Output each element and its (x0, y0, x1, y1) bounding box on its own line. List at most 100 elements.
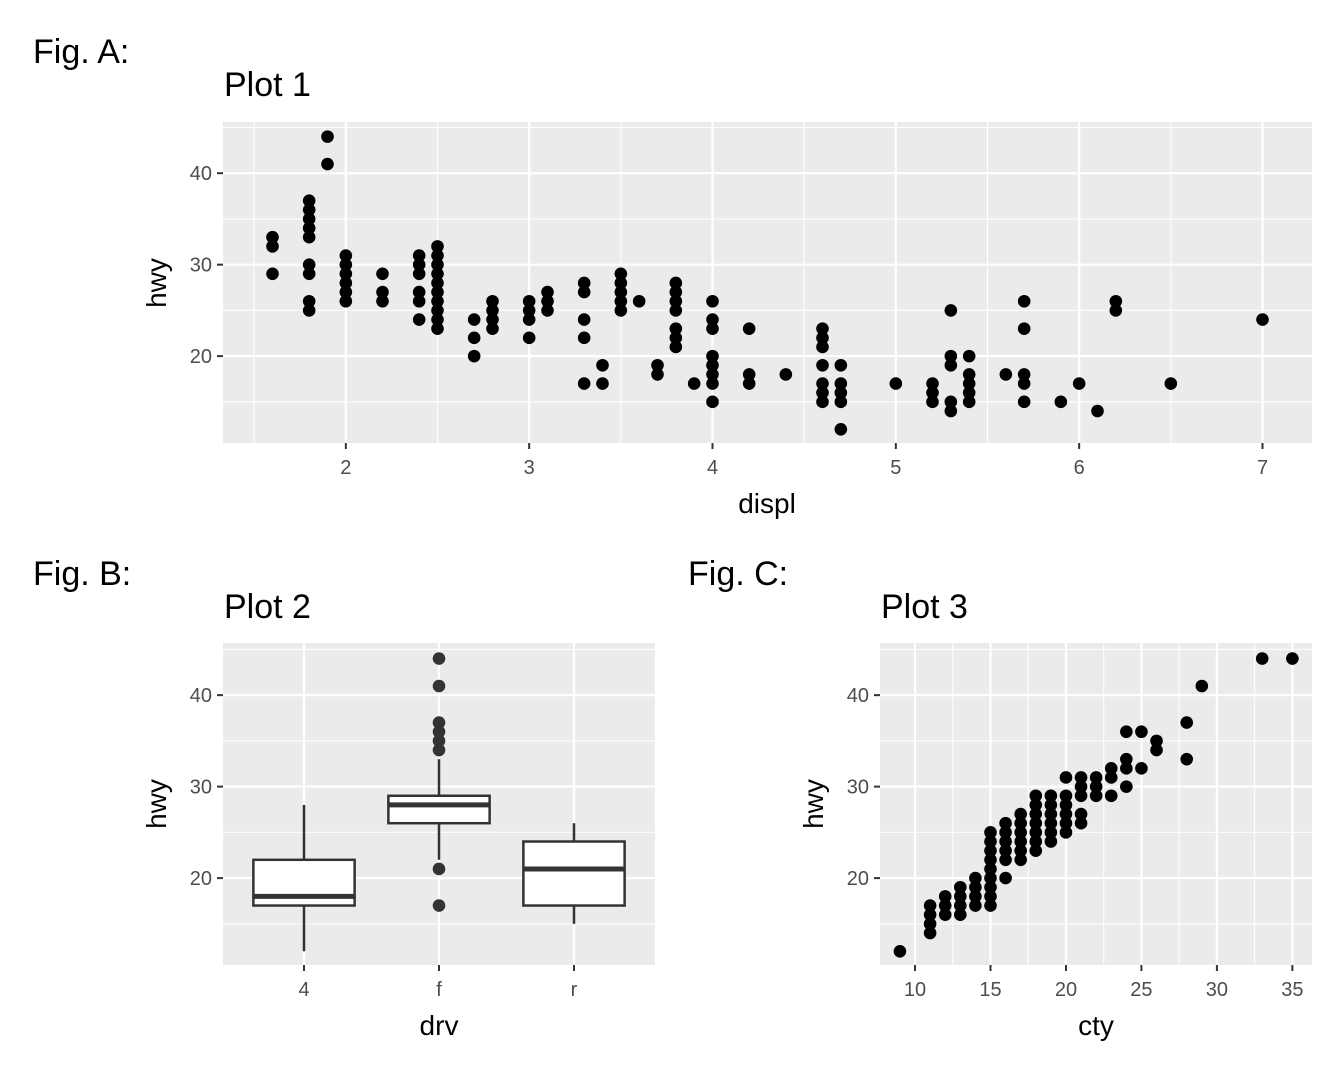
plot1-point (1072, 377, 1086, 390)
fig-c-label: Fig. C: (688, 555, 788, 593)
plot3-point (1044, 798, 1058, 812)
plot1-point (834, 377, 848, 390)
plot1-point (541, 285, 554, 299)
plot3-tick-label-x: 10 (904, 979, 926, 1001)
plot2-tick-label-y: 40 (190, 685, 212, 707)
plot1-point (339, 267, 353, 281)
plot1-point (266, 230, 279, 244)
plot1-point (486, 322, 499, 335)
plot3-point (923, 908, 937, 921)
plot1-point (706, 322, 719, 335)
plot1-point (302, 267, 316, 281)
plot2-outlier (432, 652, 446, 665)
plot1-point (522, 304, 536, 317)
plot1-panel: 20 30 40 2 3 4 5 6 7 (190, 122, 1312, 479)
plot3-tick-label-y: 30 (847, 777, 869, 799)
plot3-point (1180, 752, 1194, 766)
plot1-point (706, 377, 719, 390)
plot1-point (412, 313, 426, 326)
plot2-outlier (432, 725, 446, 739)
plot1-point (321, 130, 334, 143)
plot3-point (923, 926, 937, 940)
plot1-point (431, 294, 444, 308)
plot3-point (1014, 835, 1027, 848)
plot1-point (376, 285, 389, 299)
plot1-point (706, 395, 719, 409)
plot1-point (577, 285, 591, 299)
plot1-point (962, 386, 976, 400)
plot1-point (944, 395, 958, 409)
plot3-point (984, 844, 997, 857)
plot3-point (1029, 789, 1043, 803)
plot1-point (742, 368, 756, 381)
plot1-point (706, 349, 719, 363)
plot3-panel: 20 30 40 10 15 20 25 30 35 (847, 643, 1312, 1001)
plot3-point (1104, 762, 1118, 775)
plot2-panel: 20 30 40 4 f r (190, 643, 655, 1001)
plot3-point (923, 899, 937, 912)
plot3-point (1074, 807, 1088, 821)
plot1-point (834, 422, 848, 436)
plot3-point (954, 899, 967, 912)
plot1-point (431, 285, 444, 299)
plot1-point (339, 249, 353, 262)
plot1-point (339, 294, 353, 308)
plot1-point (321, 157, 334, 171)
plot3-point (893, 944, 907, 958)
plot1-point (522, 313, 536, 326)
plot1-point (577, 331, 591, 345)
plot1-point (1164, 377, 1178, 390)
plot1-point (412, 285, 426, 299)
plot1-point (302, 230, 316, 244)
plot1-point (376, 294, 389, 308)
plot3-point (1255, 652, 1269, 665)
plot1-point (962, 349, 976, 363)
plot1-point (431, 249, 444, 262)
plot3-point (1059, 807, 1073, 821)
plot3-point (1150, 734, 1163, 748)
plot1-point (779, 368, 793, 381)
plot2-tick-label-y: 30 (190, 777, 212, 799)
plot1-tick-label-y: 30 (190, 255, 212, 277)
plot3-point (999, 816, 1012, 830)
plot3-point (984, 890, 997, 903)
plot3-point (938, 908, 952, 921)
plot1-xlabel: displ (738, 488, 796, 519)
plot1-point (651, 368, 664, 381)
plot3-point (1120, 780, 1133, 793)
plot2-outlier (432, 743, 446, 757)
plot1-point (816, 340, 829, 354)
plot1-point (596, 358, 609, 372)
plot3-point (1074, 816, 1088, 830)
plot3-point (1014, 826, 1027, 839)
plot1-point (376, 267, 389, 281)
plot1-tick-label-y: 20 (190, 346, 212, 368)
plot3-point (999, 835, 1012, 848)
plot1-point (1017, 294, 1031, 308)
plot1-title: Plot 1 (224, 66, 311, 104)
plot1-point (577, 377, 591, 390)
plot3-point (984, 871, 997, 885)
plot2-outlier (432, 716, 446, 729)
plot1-point (816, 331, 829, 345)
plot1-point (541, 304, 554, 317)
plot3-point (1029, 835, 1043, 848)
plot3-point (999, 844, 1012, 857)
plot1-point (302, 294, 316, 308)
plot3-point (999, 853, 1012, 867)
plot1-point (834, 395, 848, 409)
plot3-point (1089, 780, 1103, 793)
plot3-point (1059, 816, 1073, 830)
plot1-point (669, 331, 683, 345)
plot1-point (834, 386, 848, 400)
plot1-point (614, 294, 628, 308)
plot1-point (339, 276, 353, 290)
plot3-point (1180, 716, 1194, 729)
plot1-point (266, 240, 279, 253)
plot1-point (926, 395, 939, 409)
plot3-point (1195, 679, 1209, 693)
plot2-tick-label-x: r (571, 979, 578, 1001)
plot2-ylabel: hwy (141, 779, 172, 829)
plot3-tick-label-x: 20 (1055, 979, 1077, 1001)
